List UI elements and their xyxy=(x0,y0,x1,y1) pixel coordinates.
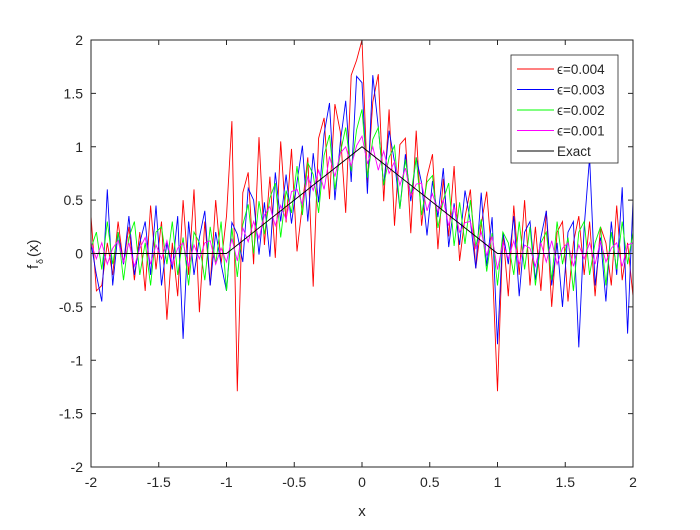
x-tick-label: 0.5 xyxy=(420,474,440,490)
x-tick-label: -1.5 xyxy=(147,474,171,490)
y-label-main: f xyxy=(25,264,42,269)
y-tick-label: -1.5 xyxy=(59,406,83,422)
x-tick-label: 1 xyxy=(494,474,502,490)
legend-box xyxy=(510,54,619,164)
series-line-2 xyxy=(90,109,634,291)
x-axis: -2 -1.5 -1 -0.5 0 0.5 1 1.5 2 xyxy=(85,40,637,490)
legend-label: ϵ=0.003 xyxy=(557,83,605,98)
legend-label: ϵ=0.001 xyxy=(557,124,605,139)
y-tick-label: -0.5 xyxy=(59,299,83,315)
x-tick-label: -2 xyxy=(85,474,98,490)
y-tick-label: 0.5 xyxy=(64,192,84,208)
y-label-sub: δ xyxy=(35,259,45,264)
x-tick-label: -0.5 xyxy=(282,474,306,490)
x-axis-label: x xyxy=(358,503,366,520)
legend: ϵ=0.004 ϵ=0.003 ϵ=0.002 ϵ=0.001 Exact xyxy=(510,54,619,164)
y-tick-label: 0 xyxy=(75,246,83,262)
legend-label: ϵ=0.002 xyxy=(557,103,605,118)
series-line-1 xyxy=(90,75,634,348)
series-line-4 xyxy=(91,146,633,254)
legend-label: ϵ=0.004 xyxy=(557,62,605,77)
x-tick-label: -1 xyxy=(220,474,233,490)
y-tick-label: 2 xyxy=(75,32,83,48)
series-lines xyxy=(90,39,634,392)
series-line-3 xyxy=(90,134,634,270)
x-tick-label: 0 xyxy=(358,474,366,490)
y-axis-label: f δ (x) xyxy=(25,240,45,270)
y-tick-label: 1.5 xyxy=(64,85,84,101)
y-axis: -2 -1.5 -1 -0.5 0 0.5 1 1.5 2 xyxy=(59,32,633,475)
y-label-tail: (x) xyxy=(25,240,42,258)
y-tick-label: 1 xyxy=(75,139,83,155)
x-tick-label: 2 xyxy=(629,474,637,490)
x-tick-label: 1.5 xyxy=(556,474,576,490)
y-tick-label: -2 xyxy=(71,459,84,475)
legend-label: Exact xyxy=(557,144,591,159)
y-tick-label: -1 xyxy=(71,352,84,368)
